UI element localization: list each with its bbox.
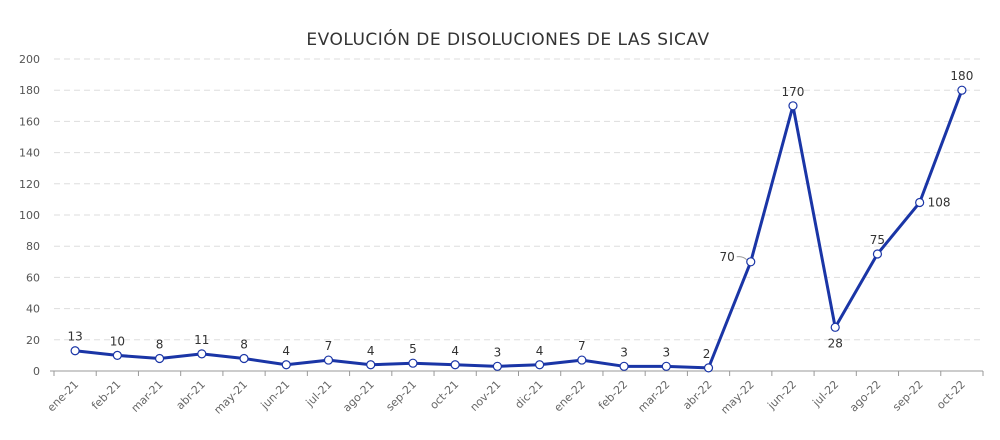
data-label: 10 [110, 334, 125, 348]
x-tick-label: abr-21 [174, 378, 208, 412]
y-tick-label: 60 [26, 271, 40, 284]
x-tick-label: oct-22 [934, 378, 968, 412]
x-tick-label: sep-22 [890, 378, 926, 414]
data-point [408, 358, 418, 368]
x-tick-label: jun-21 [258, 378, 293, 413]
x-tick-label: ene-21 [45, 378, 81, 414]
data-label: 7 [578, 339, 586, 353]
data-label: 4 [367, 344, 375, 358]
data-label: 180 [950, 69, 973, 83]
data-point [239, 353, 249, 364]
x-tick-label: ago-21 [340, 378, 377, 415]
data-label: 5 [409, 342, 417, 356]
data-label: 4 [282, 344, 290, 358]
x-tick-label: may-21 [211, 378, 250, 417]
data-label: 3 [494, 345, 502, 359]
y-tick-label: 80 [26, 240, 40, 253]
data-point [450, 360, 460, 370]
data-point [577, 355, 587, 365]
data-label: 3 [662, 345, 670, 359]
x-tick-label: oct-21 [427, 378, 461, 412]
data-point [323, 355, 334, 365]
y-tick-label: 200 [19, 53, 40, 66]
data-point [366, 360, 376, 370]
x-tick-label: mar-22 [635, 378, 672, 415]
data-point [197, 349, 207, 359]
data-point [703, 363, 714, 373]
x-tick-label: dic-21 [512, 378, 545, 411]
y-tick-label: 100 [19, 209, 40, 222]
data-label: 70 [719, 250, 734, 264]
data-point [788, 101, 798, 111]
data-point [281, 360, 291, 370]
data-point [830, 322, 840, 332]
x-tick-label: ene-22 [552, 378, 588, 414]
data-point [535, 360, 545, 370]
series-line [74, 89, 964, 370]
data-label: 75 [870, 233, 885, 247]
data-point [872, 249, 883, 259]
y-tick-label: 0 [33, 365, 40, 378]
data-label: 8 [156, 338, 164, 352]
data-label: 11 [194, 333, 209, 347]
data-label: 4 [536, 344, 544, 358]
x-tick-label: mar-21 [129, 378, 166, 415]
data-point [661, 361, 671, 371]
y-tick-label: 160 [19, 115, 40, 128]
label-leader [736, 256, 748, 261]
chart-title: EVOLUCIÓN DE DISOLUCIONES DE LAS SICAV [306, 28, 709, 50]
data-point [746, 257, 756, 267]
data-label: 7 [325, 339, 333, 353]
y-tick-label: 20 [26, 334, 40, 347]
data-point [957, 85, 967, 95]
data-label: 2 [703, 347, 711, 361]
y-tick-label: 140 [19, 147, 40, 160]
data-point [112, 350, 122, 360]
data-label: 3 [620, 345, 628, 359]
x-tick-label: ago-22 [847, 378, 884, 415]
x-tick-label: sep-21 [383, 378, 419, 414]
data-label: 28 [828, 336, 843, 350]
x-tick-label: abr-22 [680, 378, 714, 412]
x-tick-label: may-22 [718, 378, 757, 417]
data-label: 8 [240, 338, 248, 352]
x-tick-label: feb-21 [89, 378, 123, 412]
x-tick-label: feb-22 [596, 378, 630, 412]
data-label: 170 [782, 85, 805, 99]
x-tick-label: jul-21 [303, 378, 335, 410]
data-point [154, 353, 165, 364]
y-tick-label: 180 [19, 84, 40, 97]
data-label: 108 [928, 196, 951, 210]
x-tick-label: jul-22 [809, 378, 841, 410]
y-tick-label: 120 [19, 178, 40, 191]
data-point [492, 361, 502, 371]
data-label: 4 [451, 344, 459, 358]
data-point [619, 361, 629, 371]
data-point [915, 197, 925, 208]
data-label: 13 [67, 330, 82, 344]
x-tick-label: jun-22 [764, 378, 799, 413]
y-tick-label: 40 [26, 303, 40, 316]
data-point [70, 346, 80, 356]
x-tick-label: nov-21 [468, 378, 504, 414]
